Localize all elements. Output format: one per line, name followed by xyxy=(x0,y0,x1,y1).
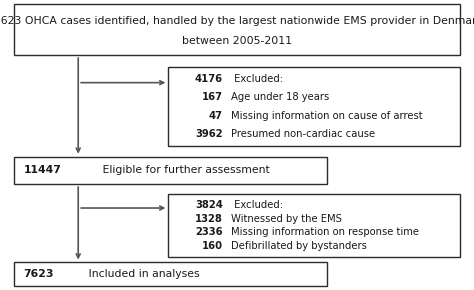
Text: 7623: 7623 xyxy=(24,269,54,279)
Text: 167: 167 xyxy=(202,93,223,102)
FancyBboxPatch shape xyxy=(168,67,460,146)
Text: 160: 160 xyxy=(202,241,223,251)
Text: Missing information on cause of arrest: Missing information on cause of arrest xyxy=(231,111,423,121)
Text: between 2005-2011: between 2005-2011 xyxy=(182,37,292,46)
Text: Witnessed by the EMS: Witnessed by the EMS xyxy=(231,213,342,224)
Text: 47: 47 xyxy=(209,111,223,121)
FancyBboxPatch shape xyxy=(168,194,460,257)
Text: 11447: 11447 xyxy=(24,165,62,175)
Text: Excluded:: Excluded: xyxy=(231,200,283,210)
FancyBboxPatch shape xyxy=(14,4,460,55)
Text: Eligible for further assessment: Eligible for further assessment xyxy=(99,165,269,175)
Text: Missing information on response time: Missing information on response time xyxy=(231,227,419,238)
FancyBboxPatch shape xyxy=(14,262,327,286)
Text: Included in analyses: Included in analyses xyxy=(85,269,199,279)
Text: 4176: 4176 xyxy=(195,74,223,84)
Text: Excluded:: Excluded: xyxy=(231,74,283,84)
Text: 3824: 3824 xyxy=(195,200,223,210)
Text: 1328: 1328 xyxy=(195,213,223,224)
Text: Defibrillated by bystanders: Defibrillated by bystanders xyxy=(231,241,367,251)
Text: 2336: 2336 xyxy=(195,227,223,238)
Text: 3962: 3962 xyxy=(195,129,223,139)
Text: 15623 OHCA cases identified, handled by the largest nationwide EMS provider in D: 15623 OHCA cases identified, handled by … xyxy=(0,16,474,26)
FancyBboxPatch shape xyxy=(14,157,327,184)
Text: Age under 18 years: Age under 18 years xyxy=(231,93,329,102)
Text: Presumed non-cardiac cause: Presumed non-cardiac cause xyxy=(231,129,375,139)
